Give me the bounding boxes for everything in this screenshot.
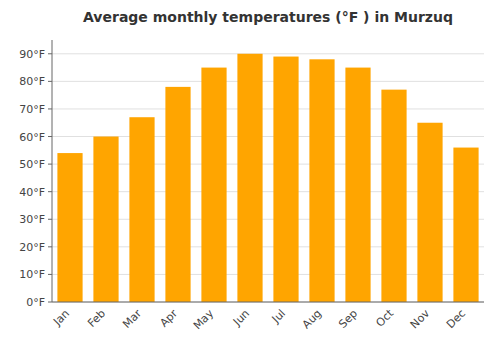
chart-svg: Average monthly temperatures (°F ) in Mu… <box>0 0 500 350</box>
y-tick <box>48 136 52 137</box>
chart-container: Average monthly temperatures (°F ) in Mu… <box>0 0 500 350</box>
x-tick-label: Sep <box>336 307 360 331</box>
x-tick-label: Aug <box>300 307 324 331</box>
grid-line <box>52 53 484 54</box>
bar <box>345 68 370 302</box>
bar <box>93 137 118 302</box>
x-tick-labels: Jan Feb Mar Apr May Jun Jul Aug Sep Oct Nov Dec <box>50 306 468 332</box>
chart-title: Average monthly temperatures (°F ) in Mu… <box>83 9 453 25</box>
y-tick-label: 40°F <box>19 186 45 199</box>
x-tick-label: Feb <box>85 307 108 330</box>
grid-line <box>52 108 484 109</box>
x-tick-label: Dec <box>444 307 468 331</box>
x-tick-label: Jun <box>230 307 252 329</box>
x-tick-label: Apr <box>157 307 180 330</box>
x-tick-label: Nov <box>408 307 433 332</box>
bar <box>237 54 262 302</box>
bars <box>57 54 478 302</box>
bar <box>57 153 82 302</box>
x-tick-label: Oct <box>373 306 396 329</box>
y-tick-label: 80°F <box>19 75 45 88</box>
bar <box>453 148 478 302</box>
y-tick-label: 30°F <box>19 213 45 226</box>
y-tick-label: 10°F <box>19 268 45 281</box>
y-tick <box>48 53 52 54</box>
y-tick-label: 20°F <box>19 241 45 254</box>
y-tick <box>48 274 52 275</box>
y-tick <box>48 246 52 247</box>
y-tick-label: 90°F <box>19 48 45 61</box>
y-tick <box>48 81 52 82</box>
y-tick-label: 60°F <box>19 131 45 144</box>
x-tick-label: Mar <box>120 307 144 331</box>
y-axis-line <box>52 40 53 302</box>
y-tick <box>48 219 52 220</box>
y-tick <box>48 302 52 303</box>
y-tick-label: 70°F <box>19 103 45 116</box>
x-axis-line <box>52 302 484 303</box>
bar <box>165 87 190 302</box>
bar <box>417 123 442 302</box>
y-tick-label: 50°F <box>19 158 45 171</box>
x-tick-label: May <box>191 307 217 333</box>
bar <box>309 59 334 302</box>
y-tick <box>48 164 52 165</box>
bar <box>273 57 298 302</box>
y-tick <box>48 191 52 192</box>
y-tick-labels: 0°F 10°F 20°F 30°F 40°F 50°F 60°F 70°F 80°F 90°F <box>19 48 52 309</box>
grid-line <box>52 81 484 82</box>
x-tick-label: Jul <box>269 307 288 326</box>
y-tick-label: 0°F <box>26 296 45 309</box>
x-tick-label: Jan <box>50 307 72 329</box>
bar <box>129 117 154 302</box>
bar <box>381 90 406 302</box>
y-grid <box>52 54 484 302</box>
grid-line <box>52 302 484 303</box>
bar <box>201 68 226 302</box>
y-tick <box>48 108 52 109</box>
